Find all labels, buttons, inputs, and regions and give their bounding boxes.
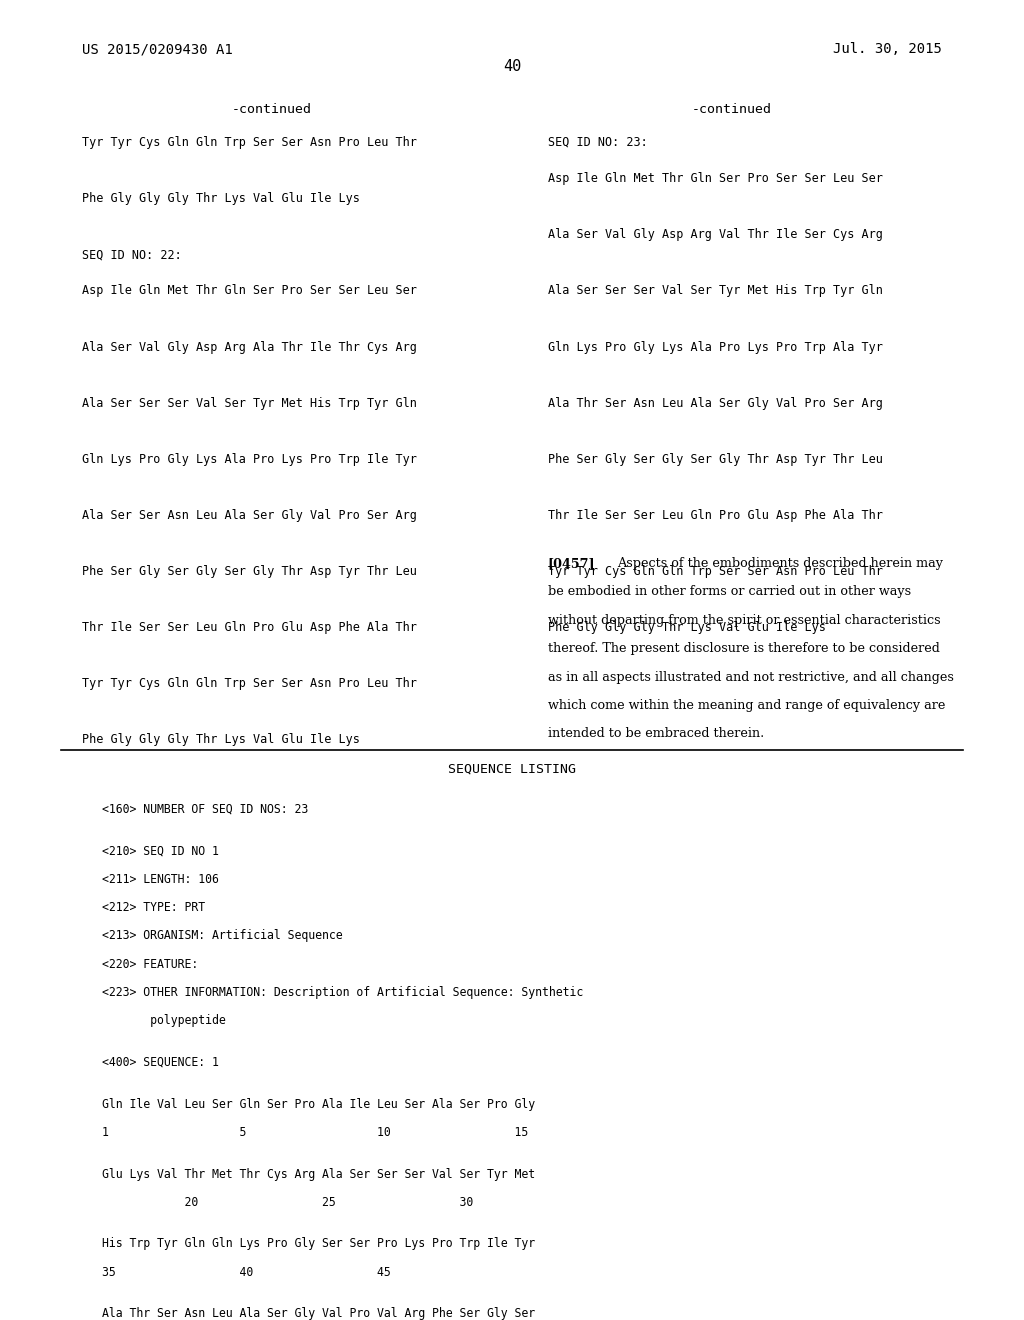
Text: thereof. The present disclosure is therefore to be considered: thereof. The present disclosure is there… xyxy=(548,643,940,655)
Text: 35                  40                  45: 35 40 45 xyxy=(102,1266,391,1279)
Text: Tyr Tyr Cys Gln Gln Trp Ser Ser Asn Pro Leu Thr: Tyr Tyr Cys Gln Gln Trp Ser Ser Asn Pro … xyxy=(548,565,883,578)
Text: US 2015/0209430 A1: US 2015/0209430 A1 xyxy=(82,42,232,57)
Text: SEQUENCE LISTING: SEQUENCE LISTING xyxy=(449,763,575,776)
Text: 40: 40 xyxy=(503,59,521,74)
Text: SEQ ID NO: 23:: SEQ ID NO: 23: xyxy=(548,136,647,149)
Text: Thr Ile Ser Ser Leu Gln Pro Glu Asp Phe Ala Thr: Thr Ile Ser Ser Leu Gln Pro Glu Asp Phe … xyxy=(548,508,883,521)
Text: Jul. 30, 2015: Jul. 30, 2015 xyxy=(834,42,942,57)
Text: be embodied in other forms or carried out in other ways: be embodied in other forms or carried ou… xyxy=(548,586,911,598)
Text: <223> OTHER INFORMATION: Description of Artificial Sequence: Synthetic: <223> OTHER INFORMATION: Description of … xyxy=(102,986,584,999)
Text: -continued: -continued xyxy=(231,103,311,116)
Text: Ala Ser Val Gly Asp Arg Ala Thr Ile Thr Cys Arg: Ala Ser Val Gly Asp Arg Ala Thr Ile Thr … xyxy=(82,341,417,354)
Text: Ala Thr Ser Asn Leu Ala Ser Gly Val Pro Val Arg Phe Ser Gly Ser: Ala Thr Ser Asn Leu Ala Ser Gly Val Pro … xyxy=(102,1307,536,1320)
Text: which come within the meaning and range of equivalency are: which come within the meaning and range … xyxy=(548,700,945,711)
Text: <211> LENGTH: 106: <211> LENGTH: 106 xyxy=(102,873,219,886)
Text: <212> TYPE: PRT: <212> TYPE: PRT xyxy=(102,902,206,913)
Text: Aspects of the embodiments described herein may: Aspects of the embodiments described her… xyxy=(617,557,943,570)
Text: Phe Ser Gly Ser Gly Ser Gly Thr Asp Tyr Thr Leu: Phe Ser Gly Ser Gly Ser Gly Thr Asp Tyr … xyxy=(82,565,417,578)
Text: <213> ORGANISM: Artificial Sequence: <213> ORGANISM: Artificial Sequence xyxy=(102,929,343,942)
Text: Phe Gly Gly Gly Thr Lys Val Glu Ile Lys: Phe Gly Gly Gly Thr Lys Val Glu Ile Lys xyxy=(548,620,825,634)
Text: Asp Ile Gln Met Thr Gln Ser Pro Ser Ser Leu Ser: Asp Ile Gln Met Thr Gln Ser Pro Ser Ser … xyxy=(82,284,417,297)
Text: <220> FEATURE:: <220> FEATURE: xyxy=(102,958,199,970)
Text: Glu Lys Val Thr Met Thr Cys Arg Ala Ser Ser Ser Val Ser Tyr Met: Glu Lys Val Thr Met Thr Cys Arg Ala Ser … xyxy=(102,1168,536,1180)
Text: 20                  25                  30: 20 25 30 xyxy=(102,1196,474,1209)
Text: <400> SEQUENCE: 1: <400> SEQUENCE: 1 xyxy=(102,1056,219,1069)
Text: Asp Ile Gln Met Thr Gln Ser Pro Ser Ser Leu Ser: Asp Ile Gln Met Thr Gln Ser Pro Ser Ser … xyxy=(548,172,883,185)
Text: Ala Ser Ser Ser Val Ser Tyr Met His Trp Tyr Gln: Ala Ser Ser Ser Val Ser Tyr Met His Trp … xyxy=(82,396,417,409)
Text: 1                   5                   10                  15: 1 5 10 15 xyxy=(102,1126,528,1139)
Text: Ala Thr Ser Asn Leu Ala Ser Gly Val Pro Ser Arg: Ala Thr Ser Asn Leu Ala Ser Gly Val Pro … xyxy=(548,396,883,409)
Text: Phe Gly Gly Gly Thr Lys Val Glu Ile Lys: Phe Gly Gly Gly Thr Lys Val Glu Ile Lys xyxy=(82,733,359,746)
Text: Gln Lys Pro Gly Lys Ala Pro Lys Pro Trp Ile Tyr: Gln Lys Pro Gly Lys Ala Pro Lys Pro Trp … xyxy=(82,453,417,466)
Text: Phe Gly Gly Gly Thr Lys Val Glu Ile Lys: Phe Gly Gly Gly Thr Lys Val Glu Ile Lys xyxy=(82,191,359,205)
Text: His Trp Tyr Gln Gln Lys Pro Gly Ser Ser Pro Lys Pro Trp Ile Tyr: His Trp Tyr Gln Gln Lys Pro Gly Ser Ser … xyxy=(102,1238,536,1250)
Text: Gln Ile Val Leu Ser Gln Ser Pro Ala Ile Leu Ser Ala Ser Pro Gly: Gln Ile Val Leu Ser Gln Ser Pro Ala Ile … xyxy=(102,1098,536,1110)
Text: SEQ ID NO: 22:: SEQ ID NO: 22: xyxy=(82,248,181,261)
Text: intended to be embraced therein.: intended to be embraced therein. xyxy=(548,727,764,741)
Text: Ala Ser Val Gly Asp Arg Val Thr Ile Ser Cys Arg: Ala Ser Val Gly Asp Arg Val Thr Ile Ser … xyxy=(548,228,883,242)
Text: <160> NUMBER OF SEQ ID NOS: 23: <160> NUMBER OF SEQ ID NOS: 23 xyxy=(102,803,308,816)
Text: Ala Ser Ser Asn Leu Ala Ser Gly Val Pro Ser Arg: Ala Ser Ser Asn Leu Ala Ser Gly Val Pro … xyxy=(82,508,417,521)
Text: Ala Ser Ser Ser Val Ser Tyr Met His Trp Tyr Gln: Ala Ser Ser Ser Val Ser Tyr Met His Trp … xyxy=(548,284,883,297)
Text: as in all aspects illustrated and not restrictive, and all changes: as in all aspects illustrated and not re… xyxy=(548,671,953,684)
Text: -continued: -continued xyxy=(692,103,772,116)
Text: <210> SEQ ID NO 1: <210> SEQ ID NO 1 xyxy=(102,845,219,857)
Text: polypeptide: polypeptide xyxy=(102,1015,226,1027)
Text: Tyr Tyr Cys Gln Gln Trp Ser Ser Asn Pro Leu Thr: Tyr Tyr Cys Gln Gln Trp Ser Ser Asn Pro … xyxy=(82,677,417,690)
Text: without departing from the spirit or essential characteristics: without departing from the spirit or ess… xyxy=(548,614,940,627)
Text: Gln Lys Pro Gly Lys Ala Pro Lys Pro Trp Ala Tyr: Gln Lys Pro Gly Lys Ala Pro Lys Pro Trp … xyxy=(548,341,883,354)
Text: Tyr Tyr Cys Gln Gln Trp Ser Ser Asn Pro Leu Thr: Tyr Tyr Cys Gln Gln Trp Ser Ser Asn Pro … xyxy=(82,136,417,149)
Text: Thr Ile Ser Ser Leu Gln Pro Glu Asp Phe Ala Thr: Thr Ile Ser Ser Leu Gln Pro Glu Asp Phe … xyxy=(82,620,417,634)
Text: [0457]: [0457] xyxy=(548,557,596,570)
Text: Phe Ser Gly Ser Gly Ser Gly Thr Asp Tyr Thr Leu: Phe Ser Gly Ser Gly Ser Gly Thr Asp Tyr … xyxy=(548,453,883,466)
